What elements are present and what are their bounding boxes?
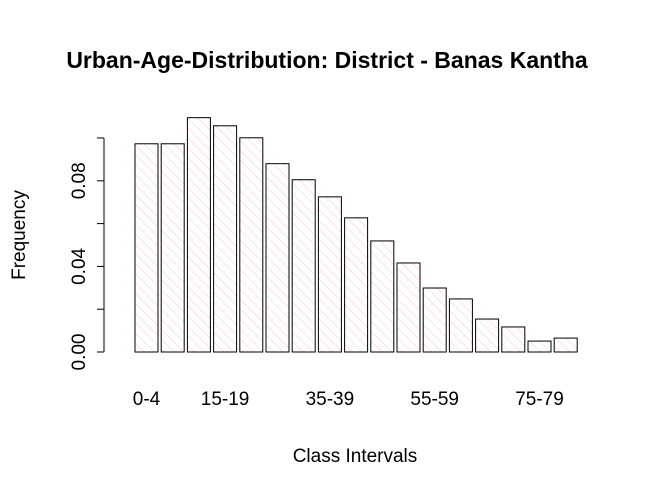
x-tick-label: 75-79	[515, 389, 564, 410]
bar	[396, 262, 421, 353]
x-axis-label: Class Intervals	[293, 446, 418, 467]
y-tick-label: 0.04	[69, 247, 90, 284]
y-axis-label: Frequency	[9, 190, 30, 280]
bar	[317, 196, 342, 353]
x-tick-label: 55-59	[410, 389, 459, 410]
x-tick-label: 15-19	[201, 389, 250, 410]
bar	[475, 318, 500, 353]
x-tick-label: 0-4	[133, 389, 161, 410]
bar	[265, 163, 290, 353]
bar	[370, 240, 395, 353]
bar	[448, 298, 473, 353]
bar	[291, 179, 316, 353]
bar	[422, 287, 447, 353]
bar	[501, 326, 526, 353]
y-tick-label: 0.00	[69, 334, 90, 371]
chart-title: Urban-Age-Distribution: District - Banas…	[66, 47, 588, 73]
bar	[160, 143, 185, 353]
bar	[239, 137, 264, 353]
bar	[553, 337, 578, 353]
x-tick-label: 35-39	[306, 389, 355, 410]
y-tick-label: 0.08	[69, 162, 90, 199]
bar	[213, 125, 238, 353]
bar	[186, 117, 211, 353]
bar	[344, 217, 369, 353]
bar	[527, 340, 552, 353]
bar	[134, 143, 159, 353]
